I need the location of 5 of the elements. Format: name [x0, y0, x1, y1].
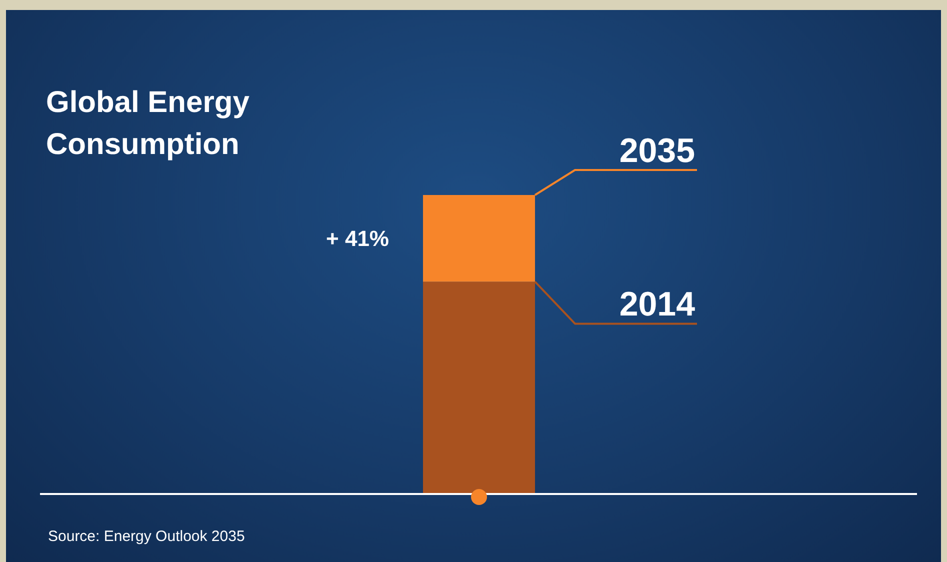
text: 2035 [619, 132, 695, 170]
source-note: Source: Energy Outlook 2035 [48, 528, 245, 545]
text: + 41% [326, 226, 389, 252]
text: 2014 [619, 286, 696, 324]
text: Global Energy Consumption [46, 85, 250, 163]
